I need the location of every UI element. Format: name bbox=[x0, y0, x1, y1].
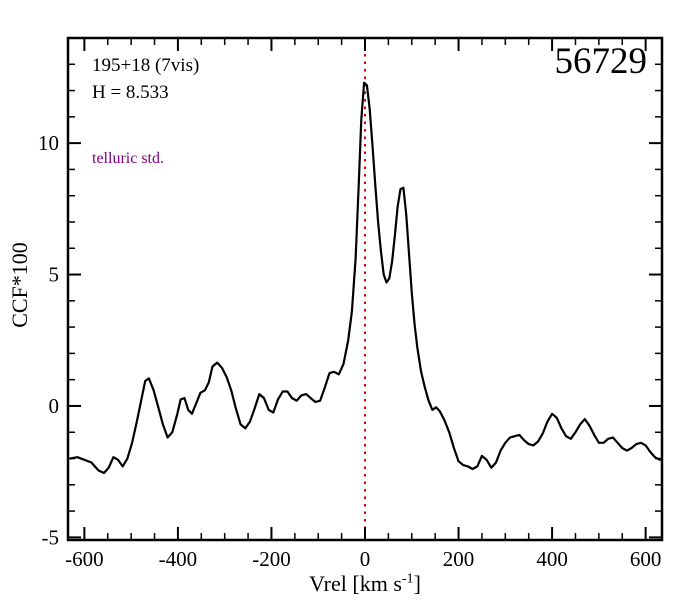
x-tick-label: -600 bbox=[65, 547, 104, 571]
x-axis-title-close: ] bbox=[413, 571, 421, 596]
x-tick-label: 400 bbox=[536, 547, 568, 571]
y-tick-label: 5 bbox=[49, 263, 60, 287]
x-tick-label: -400 bbox=[159, 547, 198, 571]
target-id-label: 195+18 (7vis) bbox=[92, 55, 200, 76]
h-magnitude-label: H = 8.533 bbox=[92, 82, 169, 103]
x-axis-title: Vrel [km s-1] bbox=[309, 571, 421, 597]
x-axis-title-superscript: -1 bbox=[401, 571, 414, 587]
y-tick-label: 0 bbox=[49, 394, 60, 418]
y-tick-label: -5 bbox=[42, 525, 60, 549]
x-tick-label: 0 bbox=[360, 547, 371, 571]
x-tick-label: -200 bbox=[252, 547, 291, 571]
y-tick-label: 10 bbox=[38, 131, 59, 155]
mjd-label: 56729 bbox=[554, 41, 648, 82]
x-tick-label: 600 bbox=[630, 547, 662, 571]
x-tick-label: 200 bbox=[443, 547, 475, 571]
x-axis-title-text: Vrel [km s bbox=[309, 571, 402, 596]
y-axis-title: CCF*100 bbox=[7, 242, 32, 328]
telluric-std-label: telluric std. bbox=[92, 150, 164, 167]
ccf-curve bbox=[69, 81, 661, 475]
